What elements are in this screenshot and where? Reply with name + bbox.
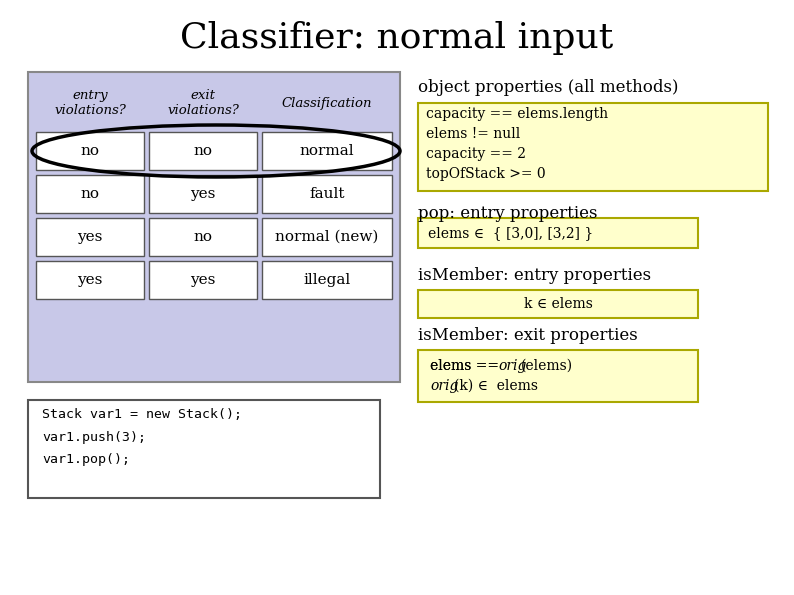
FancyBboxPatch shape [36,261,144,299]
Text: yes: yes [77,273,102,287]
FancyBboxPatch shape [28,400,380,498]
Text: capacity == 2: capacity == 2 [426,147,526,161]
FancyBboxPatch shape [262,175,392,213]
Text: no: no [80,144,99,158]
FancyBboxPatch shape [36,175,144,213]
FancyBboxPatch shape [149,218,257,256]
FancyBboxPatch shape [262,132,392,170]
FancyBboxPatch shape [36,218,144,256]
Text: yes: yes [191,187,216,201]
Text: normal: normal [299,144,354,158]
FancyBboxPatch shape [418,350,698,402]
Text: no: no [194,230,213,244]
Text: orig: orig [430,379,458,393]
Text: elems != null: elems != null [426,127,520,141]
FancyBboxPatch shape [36,132,144,170]
Text: pop: entry properties: pop: entry properties [418,205,598,221]
Text: elems ==: elems == [430,359,503,373]
FancyBboxPatch shape [262,218,392,256]
FancyBboxPatch shape [149,132,257,170]
Text: exit
violations?: exit violations? [167,89,239,117]
Text: (k) ∈  elems: (k) ∈ elems [454,379,538,393]
Text: Classification: Classification [282,96,372,109]
Text: elems ==: elems == [430,359,503,373]
FancyBboxPatch shape [418,218,698,248]
Text: yes: yes [191,273,216,287]
Text: entry
violations?: entry violations? [54,89,126,117]
Text: capacity == elems.length: capacity == elems.length [426,107,608,121]
FancyBboxPatch shape [149,175,257,213]
Text: no: no [194,144,213,158]
Text: topOfStack >= 0: topOfStack >= 0 [426,167,545,181]
FancyBboxPatch shape [418,290,698,318]
Text: Stack var1 = new Stack();: Stack var1 = new Stack(); [42,409,242,421]
Text: orig: orig [498,359,526,373]
Text: normal (new): normal (new) [276,230,379,244]
Text: no: no [80,187,99,201]
FancyBboxPatch shape [28,72,400,382]
Text: isMember: exit properties: isMember: exit properties [418,327,638,343]
Text: illegal: illegal [303,273,351,287]
Text: var1.push(3);: var1.push(3); [42,431,146,443]
Text: k ∈ elems: k ∈ elems [523,297,592,311]
Text: Classifier: normal input: Classifier: normal input [180,21,614,55]
Text: yes: yes [77,230,102,244]
Text: var1.pop();: var1.pop(); [42,453,130,465]
FancyBboxPatch shape [149,261,257,299]
FancyBboxPatch shape [418,103,768,191]
FancyBboxPatch shape [262,261,392,299]
Text: elems ∈  { [3,0], [3,2] }: elems ∈ { [3,0], [3,2] } [428,226,593,240]
Text: isMember: entry properties: isMember: entry properties [418,267,651,283]
Text: object properties (all methods): object properties (all methods) [418,80,679,96]
Text: (elems): (elems) [521,359,573,373]
Text: fault: fault [309,187,345,201]
